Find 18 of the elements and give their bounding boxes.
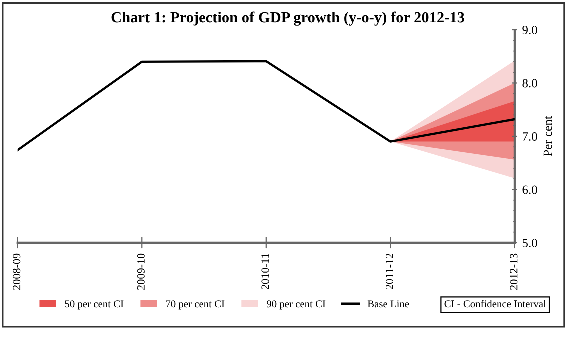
y-tick-label: 5.0 <box>522 239 538 248</box>
legend-label: Base Line <box>368 300 410 308</box>
x-tick-label: 2011-12 <box>386 254 394 290</box>
y-axis-title: Per cent <box>544 116 552 156</box>
chart-title: Chart 1: Projection of GDP growth (y-o-y) for 2012-13 <box>112 12 464 26</box>
legend-label: 50 per cent CI <box>65 300 124 310</box>
legend-label: 70 per cent CI <box>166 300 225 310</box>
y-tick-label: 9.0 <box>522 26 538 35</box>
x-tick-label: 2009-10 <box>137 254 145 290</box>
line-series <box>18 60 515 152</box>
y-tick-label: 6.0 <box>522 186 538 194</box>
legend-label: 90 per cent CI <box>266 300 326 310</box>
x-tick-label: 2012-13 <box>510 254 518 290</box>
y-tick-label: 7.0 <box>523 132 538 141</box>
x-tick-label: 2010-11 <box>262 254 270 290</box>
text: CI - Confidence Interval <box>444 300 546 308</box>
y-tick-label: 8.0 <box>522 79 538 88</box>
x-tick-label: 2008-09 <box>13 254 21 290</box>
